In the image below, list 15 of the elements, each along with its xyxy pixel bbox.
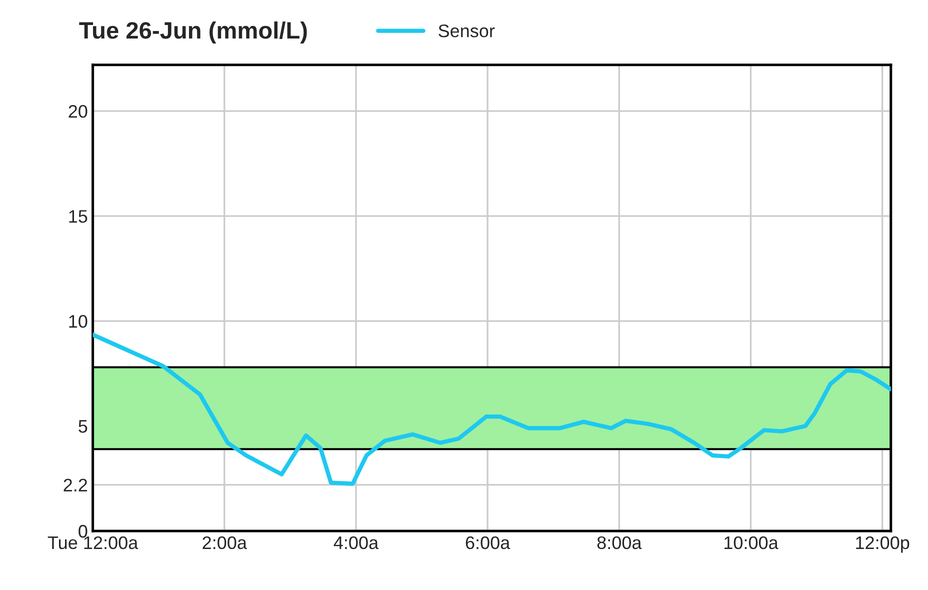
x-tick-label: 12:00p [856, 536, 910, 553]
y-tick-label: 10 [69, 314, 88, 328]
y-tick-label: 2.2 [64, 478, 88, 492]
legend-label: Sensor [438, 24, 495, 38]
line-series [92, 332, 891, 486]
chart-title: Tue 26-Jun (mmol/L) [79, 21, 307, 44]
x-tick-label: 4:00a [334, 536, 379, 550]
x-tick-label: 8:00a [597, 536, 642, 550]
x-tick-label: 2:00a [202, 536, 247, 550]
x-tick-label: 10:00a [724, 536, 778, 550]
y-tick-label: 5 [78, 420, 88, 433]
x-tick-label: 6:00a [466, 536, 510, 550]
y-tick-label: 15 [69, 210, 88, 223]
y-tick-label: 0 [78, 524, 88, 538]
y-tick-label: 20 [68, 105, 88, 118]
